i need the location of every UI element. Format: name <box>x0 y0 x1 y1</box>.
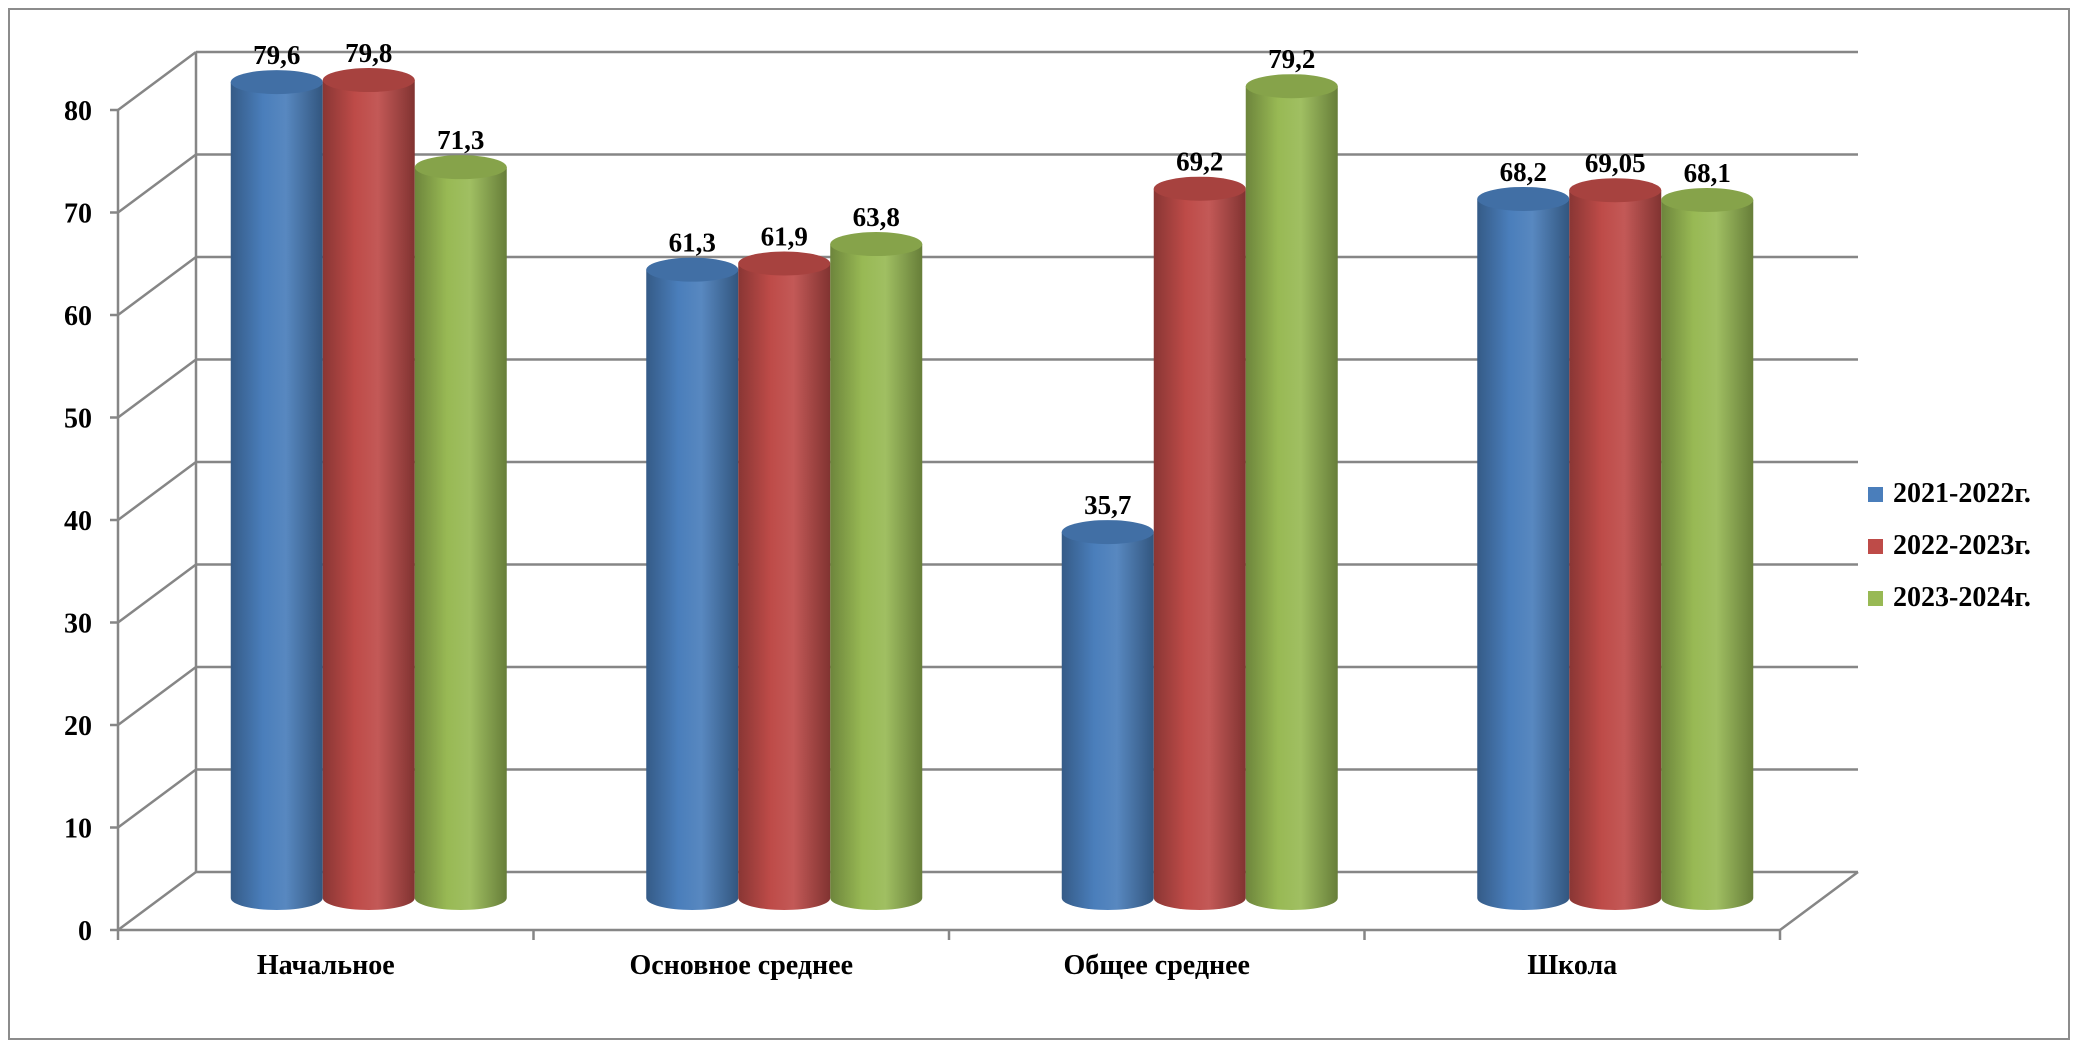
gridline-depth <box>117 50 197 112</box>
y-tick-label: 20 <box>64 711 92 742</box>
x-category-label: Основное среднее <box>629 950 853 981</box>
bar <box>1245 74 1338 910</box>
bar-body <box>1245 86 1338 910</box>
legend-item: 2021-2022г. <box>1868 468 2031 520</box>
bar <box>1153 176 1246 910</box>
bar <box>646 257 739 910</box>
bar-top <box>1661 187 1754 212</box>
data-label: 69,2 <box>1176 147 1223 177</box>
gridline-depth <box>117 665 197 727</box>
x-category-label: Школа <box>1527 950 1617 981</box>
legend: 2021-2022г. 2022-2023г. 2023-2024г. <box>1868 468 2031 624</box>
gridline-depth <box>117 358 197 419</box>
bar-body <box>1569 190 1662 911</box>
bar-top <box>738 251 831 276</box>
y-tick-label: 30 <box>64 609 92 640</box>
legend-label: 2021-2022г. <box>1893 478 2031 509</box>
bar-body <box>646 269 739 910</box>
bar-top <box>1153 176 1246 201</box>
y-tick-label: 50 <box>64 404 92 435</box>
bar-top <box>830 232 923 257</box>
legend-item: 2022-2023г. <box>1868 520 2031 572</box>
bar <box>1061 520 1154 910</box>
legend-label: 2022-2023г. <box>1893 530 2031 561</box>
axes: 0 10 20 30 40 50 60 70 80 Начальное Основное средн… <box>64 52 1859 981</box>
y-tick-label: 80 <box>64 96 92 127</box>
bar-body <box>738 263 831 910</box>
data-label: 79,2 <box>1268 44 1315 74</box>
bar-top <box>646 257 739 282</box>
data-label: 35,7 <box>1084 490 1131 520</box>
data-label: 69,05 <box>1585 148 1646 178</box>
data-label: 68,2 <box>1500 157 1547 187</box>
bar <box>414 155 507 911</box>
bar-top <box>414 155 507 180</box>
y-tick-label: 60 <box>64 301 92 332</box>
bar-body <box>322 80 415 911</box>
y-tick-label: 0 <box>78 916 92 947</box>
legend-swatch <box>1868 590 1883 606</box>
bar-top <box>1061 520 1154 545</box>
gridline-depth <box>117 255 197 317</box>
bar-body <box>830 244 923 911</box>
data-labels: 79,6 79,8 71,3 61,3 61,9 63,8 35,7 69,2 79,2 68,2… <box>253 38 1731 520</box>
bar-body <box>414 167 507 911</box>
bar-body <box>1061 532 1154 910</box>
bar-body <box>230 82 323 911</box>
gridline-depth <box>117 563 197 624</box>
legend-item: 2023-2024г. <box>1868 572 2031 624</box>
bar-top <box>1245 74 1338 99</box>
bar <box>738 251 831 910</box>
bar-body <box>1153 188 1246 910</box>
gridline-depth <box>117 460 197 522</box>
bar-top <box>1569 178 1662 203</box>
bar-top <box>230 70 323 95</box>
data-label: 71,3 <box>437 125 484 155</box>
y-tick-label: 40 <box>64 506 92 537</box>
legend-swatch <box>1868 538 1883 554</box>
bars <box>230 68 1754 911</box>
bar-body <box>1661 199 1754 911</box>
data-label: 79,8 <box>345 38 392 68</box>
bar <box>230 70 323 911</box>
legend-swatch <box>1868 486 1883 502</box>
y-tick-label: 70 <box>64 199 92 230</box>
data-label: 61,3 <box>669 228 716 258</box>
bar <box>1661 187 1754 911</box>
bar-top <box>1477 186 1570 211</box>
y-tick-label: 10 <box>64 814 92 845</box>
legend-label: 2023-2024г. <box>1893 582 2031 613</box>
bar-top <box>322 68 415 93</box>
bar <box>1569 178 1662 911</box>
bar-body <box>1477 198 1570 910</box>
gridline-depth <box>117 153 197 214</box>
floor-edge-right <box>1779 870 1859 932</box>
data-label: 68,1 <box>1684 158 1731 188</box>
bar <box>830 232 923 911</box>
data-label: 79,6 <box>253 40 300 70</box>
data-label: 61,9 <box>761 222 808 252</box>
bar <box>1477 186 1570 910</box>
floor-edge-left <box>117 870 197 932</box>
gridline-depth <box>117 768 197 829</box>
data-label: 63,8 <box>853 202 900 232</box>
x-category-label: Общее среднее <box>1064 950 1250 981</box>
bar <box>322 68 415 911</box>
x-category-label: Начальное <box>257 950 395 981</box>
